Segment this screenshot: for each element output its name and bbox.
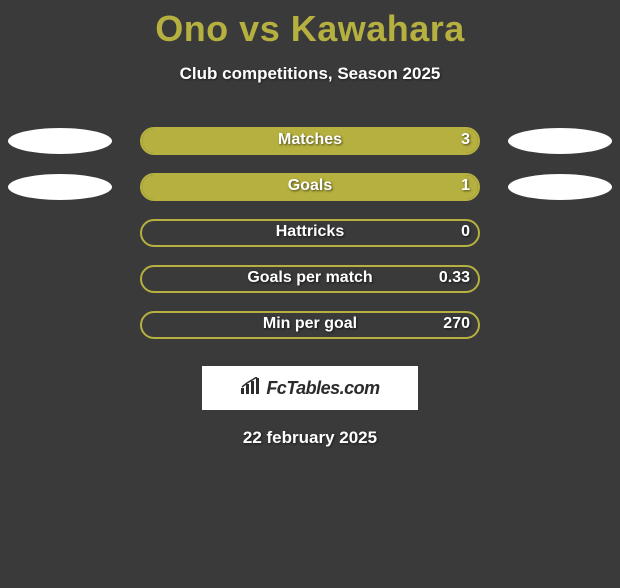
date-line: 22 february 2025 [0,428,620,448]
stat-label: Goals per match [140,269,480,287]
stat-row: Min per goal270 [0,302,620,348]
stat-label: Matches [140,131,480,149]
player-marker-right [508,128,612,154]
stat-value-right: 0.33 [439,269,470,287]
stat-value-right: 1 [461,177,470,195]
stat-value-right: 3 [461,131,470,149]
player-marker-left [8,128,112,154]
stat-label: Goals [140,177,480,195]
stat-value-right: 0 [461,223,470,241]
player-marker-left [8,174,112,200]
subtitle: Club competitions, Season 2025 [0,64,620,84]
stat-row: Hattricks0 [0,210,620,256]
stat-value-right: 270 [443,315,470,333]
page-title: Ono vs Kawahara [0,8,620,50]
chart-icon [240,377,262,400]
logo-text: FcTables.com [266,378,379,399]
player-marker-right [508,174,612,200]
stat-label: Min per goal [140,315,480,333]
stats-container: Matches3Goals1Hattricks0Goals per match0… [0,118,620,348]
stat-row: Matches3 [0,118,620,164]
stat-label: Hattricks [140,223,480,241]
logo-box: FcTables.com [202,366,418,410]
stat-row: Goals1 [0,164,620,210]
stat-row: Goals per match0.33 [0,256,620,302]
